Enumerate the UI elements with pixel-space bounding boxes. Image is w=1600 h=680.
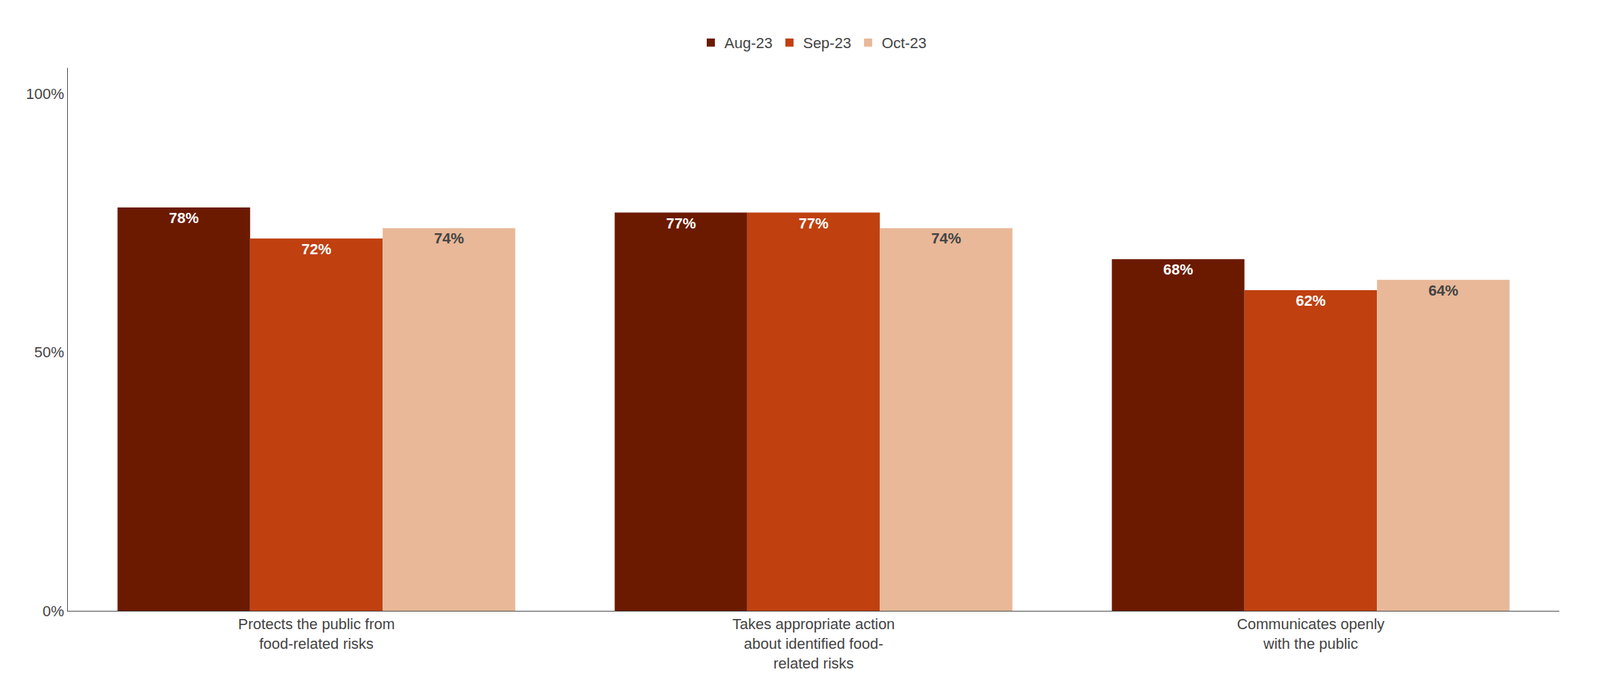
svg-text:Oct-23: Oct-23 [881,34,927,52]
svg-text:Protects the public fromfood-r: Protects the public fromfood-related ris… [238,615,395,653]
svg-text:77%: 77% [666,215,696,232]
svg-text:72%: 72% [301,240,331,258]
svg-text:50%: 50% [34,343,65,361]
svg-text:Communicates openlywith the pu: Communicates openlywith the public [1237,615,1385,653]
svg-text:62%: 62% [1295,292,1326,310]
svg-text:78%: 78% [168,209,199,227]
svg-text:77%: 77% [798,215,829,232]
svg-text:Sep-23: Sep-23 [803,34,852,52]
svg-text:68%: 68% [1163,261,1194,279]
svg-text:100%: 100% [25,85,64,103]
svg-text:Takes appropriate actionabout: Takes appropriate actionabout identified… [732,615,896,672]
svg-text:0%: 0% [42,602,65,620]
svg-text:74%: 74% [931,229,962,247]
svg-text:64%: 64% [1428,282,1459,300]
svg-text:Aug-23: Aug-23 [724,34,773,52]
svg-text:74%: 74% [434,229,464,247]
